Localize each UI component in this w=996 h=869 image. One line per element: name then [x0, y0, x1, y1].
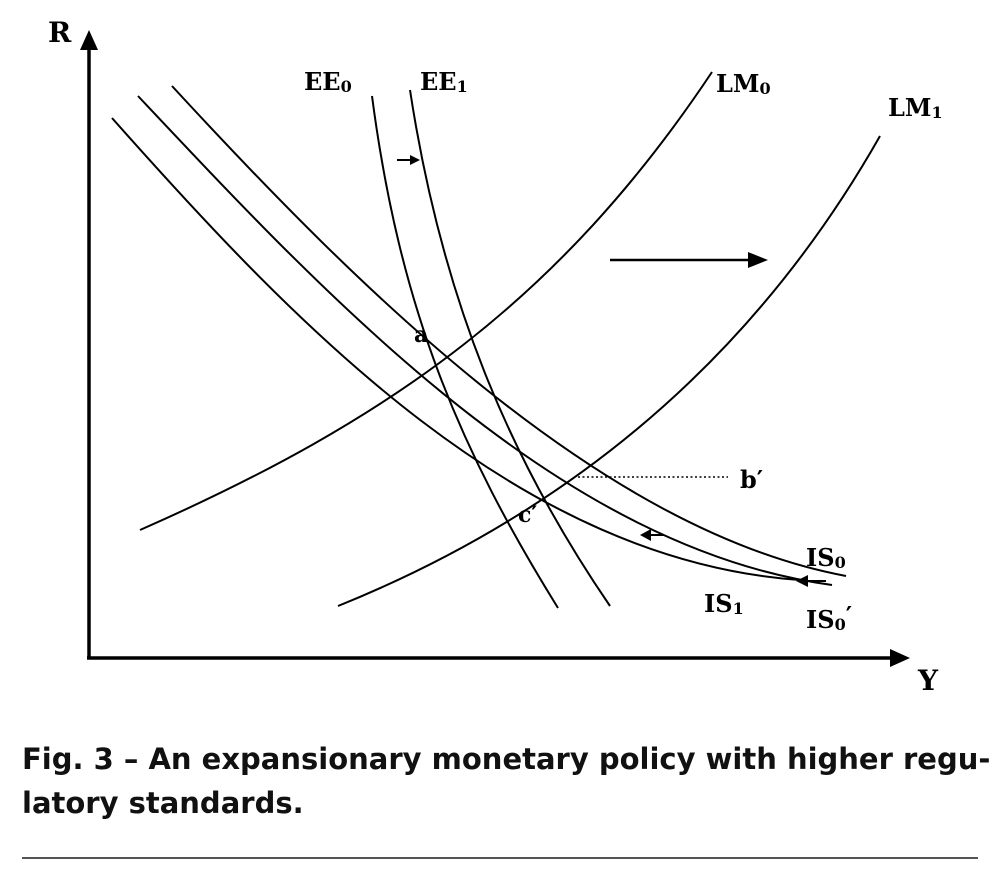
caption-line-1: Fig. 3 – An expansionary monetary policy… [22, 742, 991, 776]
figure-caption: Fig. 3 – An expansionary monetary policy… [22, 737, 991, 825]
is1-label: IS1 [704, 589, 744, 618]
is1-curve [111, 117, 801, 581]
bottom-rule [22, 857, 978, 859]
caption-line-2: latory standards. [22, 786, 304, 820]
is1-shift-arrow [640, 529, 664, 541]
ee0-label: EE0 [304, 67, 352, 96]
point-b-prime-label: b′ [740, 465, 763, 494]
lm-shift-arrow [610, 252, 768, 268]
is0-curve [171, 85, 847, 577]
is0-prime-shift-arrow [796, 575, 826, 587]
lm0-label: LM0 [716, 69, 771, 98]
lm1-label: LM1 [888, 93, 943, 122]
ee1-curve [409, 89, 611, 607]
point-c-prime-label: c′ [518, 502, 537, 528]
lm0-curve [139, 71, 713, 531]
is-lm-ee-diagram: R Y EE0 EE1 LM0 LM1 IS0 IS0′ IS1 a b′ c′ [48, 16, 943, 697]
y-axis-label: R [48, 16, 72, 49]
is0-prime-curve [137, 95, 833, 586]
is0-prime-label: IS0′ [806, 601, 852, 634]
ee-shift-arrow [397, 155, 420, 165]
y-axis-arrowhead [80, 30, 98, 50]
x-axis-arrowhead [890, 649, 910, 667]
ee0-curve [371, 95, 559, 609]
is0-label: IS0 [806, 543, 846, 572]
ee1-label: EE1 [420, 67, 468, 96]
point-a-label: a [414, 322, 428, 348]
x-axis-label: Y [917, 664, 939, 697]
lm1-curve [337, 135, 881, 607]
